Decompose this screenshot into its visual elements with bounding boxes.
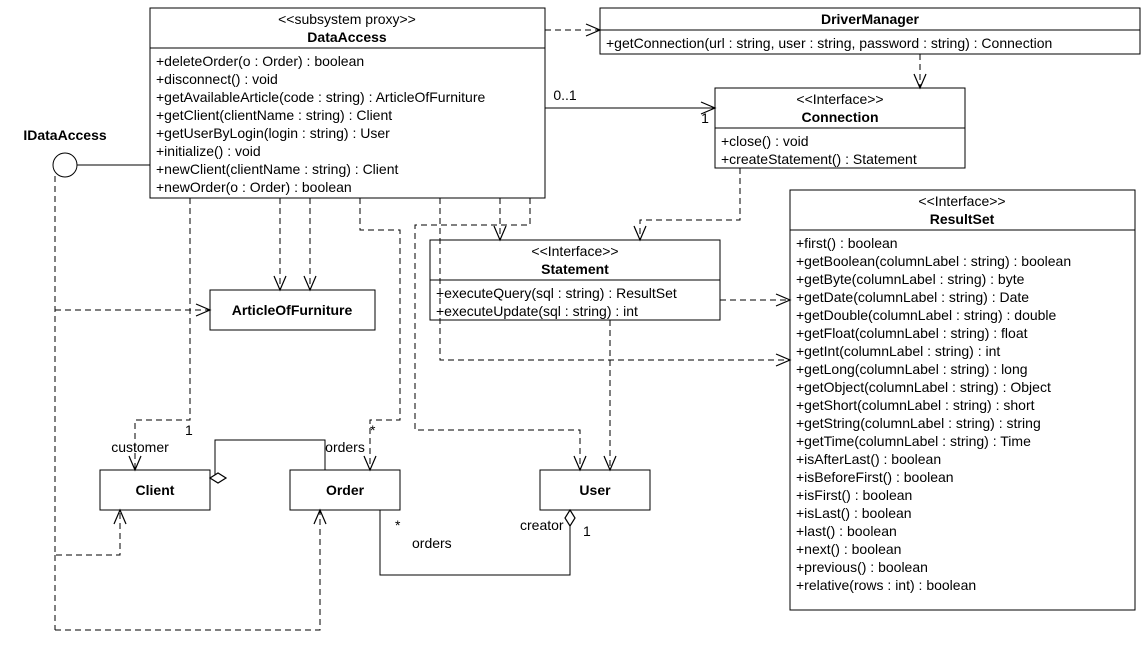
svg-text:creator: creator: [520, 517, 564, 533]
class-drivermanager: DriverManager +getConnection(url : strin…: [600, 8, 1140, 54]
svg-text:+isLast() : boolean: +isLast() : boolean: [796, 505, 912, 521]
svg-text:+getDouble(columnLabel : strin: +getDouble(columnLabel : string) : doubl…: [796, 307, 1057, 323]
svg-text:+last() : boolean: +last() : boolean: [796, 523, 897, 539]
svg-text:orders: orders: [325, 439, 365, 455]
svg-text:0..1: 0..1: [553, 87, 577, 103]
svg-text:+getInt(columnLabel : string): +getInt(columnLabel : string) : int: [796, 343, 1000, 359]
svg-text:+previous() : boolean: +previous() : boolean: [796, 559, 928, 575]
resultset-name: ResultSet: [930, 211, 995, 227]
user-name: User: [579, 482, 611, 498]
svg-text:+getClient(clientName : string: +getClient(clientName : string) : Client: [156, 107, 392, 123]
order-name: Order: [326, 482, 365, 498]
svg-text:+isBeforeFirst() : boolean: +isBeforeFirst() : boolean: [796, 469, 954, 485]
dep-dataaccess-client: [135, 198, 190, 470]
svg-text:1: 1: [583, 523, 591, 539]
svg-text:1: 1: [701, 110, 709, 126]
svg-text:+getShort(columnLabel : string: +getShort(columnLabel : string) : short: [796, 397, 1035, 413]
interface-idataaccess: IDataAccess: [23, 127, 150, 177]
svg-text:+getByte(columnLabel : string): +getByte(columnLabel : string) : byte: [796, 271, 1025, 287]
svg-text:+getConnection(url : string, u: +getConnection(url : string, user : stri…: [606, 35, 1052, 51]
svg-text:+newOrder(o : Order) : boolean: +newOrder(o : Order) : boolean: [156, 179, 352, 195]
dataaccess-name: DataAccess: [307, 29, 387, 45]
svg-text:+getDate(columnLabel : string): +getDate(columnLabel : string) : Date: [796, 289, 1029, 305]
statement-name: Statement: [541, 261, 609, 277]
svg-text:*: *: [370, 422, 376, 438]
svg-text:+first() : boolean: +first() : boolean: [796, 235, 898, 251]
svg-text:+getUserByLogin(login : string: +getUserByLogin(login : string) : User: [156, 125, 390, 141]
svg-text:+executeQuery(sql : string) :: +executeQuery(sql : string) : ResultSet: [436, 285, 677, 301]
svg-text:+executeUpdate(sql : string) :: +executeUpdate(sql : string) : int: [436, 303, 638, 319]
svg-text:<<Interface>>: <<Interface>>: [918, 193, 1005, 209]
idataaccess-label: IDataAccess: [23, 127, 106, 143]
svg-text:+next() : boolean: +next() : boolean: [796, 541, 901, 557]
svg-text:+getFloat(columnLabel : string: +getFloat(columnLabel : string) : float: [796, 325, 1028, 341]
svg-text:+getString(columnLabel : strin: +getString(columnLabel : string) : strin…: [796, 415, 1041, 431]
uml-class-diagram: <<subsystem proxy>> DataAccess +deleteOr…: [0, 0, 1147, 655]
svg-text:+getBoolean(columnLabel : stri: +getBoolean(columnLabel : string) : bool…: [796, 253, 1071, 269]
class-order: Order: [290, 470, 400, 510]
svg-text:+deleteOrder(o : Order) : bool: +deleteOrder(o : Order) : boolean: [156, 53, 364, 69]
dep-idata-order: [55, 510, 320, 630]
articleoffurniture-name: ArticleOfFurniture: [232, 302, 353, 318]
svg-text:+getAvailableArticle(code : st: +getAvailableArticle(code : string) : Ar…: [156, 89, 485, 105]
class-user: User: [540, 470, 650, 510]
drivermanager-name: DriverManager: [821, 11, 920, 27]
svg-text:<<Interface>>: <<Interface>>: [531, 243, 618, 259]
svg-text:customer: customer: [111, 439, 169, 455]
svg-text:<<Interface>>: <<Interface>>: [796, 91, 883, 107]
dataaccess-stereotype: <<subsystem proxy>>: [278, 11, 416, 27]
class-statement: <<Interface>> Statement +executeQuery(sq…: [430, 240, 720, 320]
class-articleoffurniture: ArticleOfFurniture: [210, 290, 375, 330]
svg-text:+isAfterLast() : boolean: +isAfterLast() : boolean: [796, 451, 941, 467]
svg-text:orders: orders: [412, 535, 452, 551]
svg-text:+createStatement() : Statement: +createStatement() : Statement: [721, 151, 917, 167]
connection-name: Connection: [802, 109, 879, 125]
dep-dataaccess-order: [360, 198, 400, 470]
svg-text:+getTime(columnLabel : string): +getTime(columnLabel : string) : Time: [796, 433, 1031, 449]
svg-text:+getLong(columnLabel : string): +getLong(columnLabel : string) : long: [796, 361, 1028, 377]
svg-text:+initialize() : void: +initialize() : void: [156, 143, 261, 159]
svg-text:+relative(rows : int) : boolea: +relative(rows : int) : boolean: [796, 577, 976, 593]
svg-text:+getObject(columnLabel : strin: +getObject(columnLabel : string) : Objec…: [796, 379, 1051, 395]
svg-text:*: *: [395, 517, 401, 533]
svg-text:+close() : void: +close() : void: [721, 133, 809, 149]
svg-text:1: 1: [185, 422, 193, 438]
class-dataaccess: <<subsystem proxy>> DataAccess +deleteOr…: [150, 8, 545, 198]
class-connection: <<Interface>> Connection +close() : void…: [715, 88, 965, 168]
svg-text:+isFirst() : boolean: +isFirst() : boolean: [796, 487, 912, 503]
svg-text:+disconnect() : void: +disconnect() : void: [156, 71, 278, 87]
class-client: Client: [100, 470, 210, 510]
class-resultset: <<Interface>> ResultSet +first() : boole…: [790, 190, 1135, 610]
svg-text:+newClient(clientName : string: +newClient(clientName : string) : Client: [156, 161, 398, 177]
client-name: Client: [136, 482, 175, 498]
dep-connection-statement: [640, 168, 740, 240]
